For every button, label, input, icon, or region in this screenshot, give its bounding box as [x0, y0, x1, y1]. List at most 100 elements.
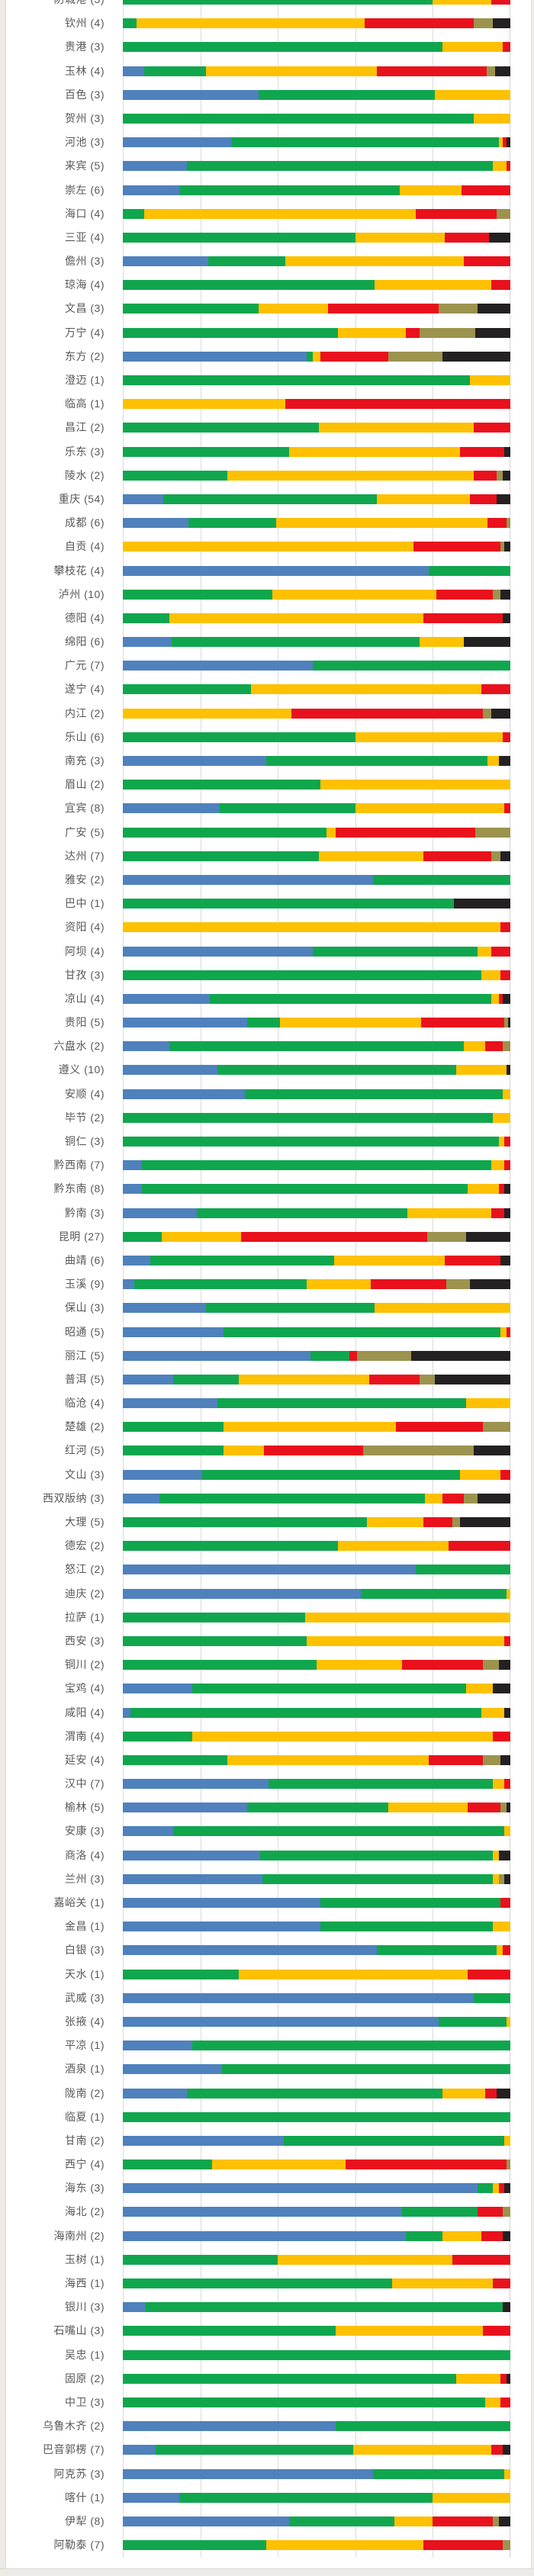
- category-label: 海北 (2): [65, 2205, 105, 2218]
- bar-track: [123, 1803, 510, 1813]
- bar-segment-olive: [483, 1754, 501, 1765]
- window-edge-left: [0, 0, 6, 2576]
- bar-segment-blue: [123, 1303, 207, 1314]
- category-label: 铜川 (2): [65, 1658, 105, 1671]
- bar-segment-green: [429, 565, 510, 576]
- bar-segment-green: [173, 1374, 240, 1384]
- category-label: 内江 (2): [65, 706, 105, 719]
- category-label: 兰州 (3): [65, 1872, 105, 1885]
- bar-segment-green: [173, 1826, 505, 1837]
- bar-segment-yellow: [337, 327, 406, 338]
- bar-segment-red: [346, 2160, 507, 2170]
- bar-segment-yellow: [388, 1803, 468, 1813]
- bar-segment-blue: [123, 518, 189, 529]
- bar-track: [123, 2516, 510, 2526]
- bar-track: [123, 1517, 510, 1527]
- category-label: 三亚 (4): [65, 230, 105, 243]
- category-label: 绵阳 (6): [65, 635, 105, 648]
- bar-segment-blue: [123, 661, 313, 671]
- bar-segment-blue: [123, 1992, 474, 2003]
- bar-track: [123, 446, 510, 457]
- bar-segment-yellow: [279, 1018, 422, 1028]
- bar-segment-blue: [123, 1350, 311, 1361]
- bar-track: [123, 2397, 510, 2407]
- bar-segment-red: [328, 304, 439, 314]
- category-label: 白银 (3): [65, 1944, 105, 1957]
- bar-segment-olive: [493, 589, 501, 600]
- bar-segment-black: [500, 851, 510, 861]
- bar-segment-red: [371, 1279, 447, 1290]
- bar-segment-yellow: [506, 2016, 510, 2027]
- category-label: 阿坝 (4): [65, 944, 105, 957]
- bar-segment-yellow: [123, 708, 291, 719]
- bar-segment-yellow: [455, 2373, 501, 2384]
- bar-segment-yellow: [318, 851, 423, 861]
- bar-segment-olive: [506, 518, 510, 529]
- bar-track: [123, 2373, 510, 2384]
- bar-segment-green: [439, 2016, 507, 2027]
- chart-row: 楚雄 (2): [0, 1421, 534, 1446]
- bar-track: [123, 2016, 510, 2027]
- bar-track: [123, 589, 510, 600]
- bar-segment-red: [500, 1898, 510, 1908]
- bar-segment-green: [123, 232, 355, 243]
- bar-segment-green: [156, 2445, 354, 2455]
- bar-segment-yellow: [123, 542, 413, 552]
- chart-row: 达州 (7): [0, 851, 534, 875]
- bar-segment-yellow: [465, 1684, 494, 1694]
- chart-row: 吴忠 (1): [0, 2349, 534, 2374]
- bar-segment-yellow: [425, 1493, 443, 1503]
- chart-row: 白银 (3): [0, 1944, 534, 1969]
- bar-segment-red: [491, 2445, 503, 2455]
- bar-segment-blue: [123, 1089, 246, 1099]
- bar-segment-red: [487, 518, 507, 529]
- bar-segment-black: [500, 1255, 510, 1265]
- bar-segment-green: [123, 1660, 317, 1671]
- chart-row: 迪庆 (2): [0, 1588, 534, 1613]
- bar-segment-yellow: [400, 185, 462, 195]
- chart-row: 普洱 (5): [0, 1372, 534, 1398]
- bar-segment-black: [469, 1279, 510, 1290]
- chart-row: 乌鲁木齐 (2): [0, 2420, 534, 2445]
- bar-segment-olive: [357, 1350, 412, 1361]
- bar-segment-red: [504, 1635, 510, 1646]
- bar-segment-blue: [123, 1826, 174, 1837]
- bar-track: [123, 423, 510, 433]
- bar-segment-red: [365, 18, 474, 29]
- bar-segment-blue: [123, 1922, 321, 1932]
- bar-segment-green: [123, 1541, 338, 1552]
- bar-segment-green: [123, 1231, 162, 1242]
- chart-row: 广安 (5): [0, 827, 534, 851]
- bar-track: [123, 1731, 510, 1741]
- category-label: 普洱 (5): [65, 1372, 105, 1385]
- bar-track: [123, 1898, 510, 1908]
- bar-segment-red: [493, 1731, 510, 1741]
- bar-segment-green: [245, 1089, 503, 1099]
- chart-row: 伊犁 (8): [0, 2514, 534, 2540]
- bar-segment-yellow: [143, 208, 416, 219]
- plot-gridlines: [123, 0, 510, 2558]
- bar-segment-yellow: [493, 1850, 499, 1860]
- bar-track: [123, 518, 510, 529]
- bar-segment-yellow: [278, 2254, 452, 2265]
- bar-segment-black: [491, 708, 510, 719]
- chart-row: 眉山 (2): [0, 779, 534, 803]
- bar-segment-red: [500, 2397, 510, 2407]
- bar-segment-olive: [502, 2540, 510, 2551]
- category-label: 伊犁 (8): [65, 2514, 105, 2527]
- bar-track: [123, 756, 510, 766]
- bar-segment-yellow: [123, 399, 286, 410]
- chart-row: 天水 (1): [0, 1969, 534, 1993]
- bar-segment-black: [504, 1873, 510, 1884]
- chart-row: 贺州 (3): [0, 113, 534, 137]
- bar-segment-black: [494, 66, 510, 76]
- bar-segment-yellow: [498, 137, 503, 148]
- category-label: 广元 (7): [65, 659, 105, 672]
- chart-row: 怒江 (2): [0, 1564, 534, 1588]
- category-label: 百色 (3): [65, 88, 105, 101]
- bar-segment-red: [473, 470, 497, 481]
- bar-segment-green: [123, 970, 481, 980]
- bar-segment-blue: [123, 2088, 187, 2098]
- bar-track: [123, 2207, 510, 2217]
- chart-row: 阿勒泰 (7): [0, 2539, 534, 2564]
